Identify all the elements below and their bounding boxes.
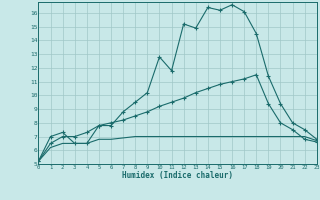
X-axis label: Humidex (Indice chaleur): Humidex (Indice chaleur) (122, 171, 233, 180)
